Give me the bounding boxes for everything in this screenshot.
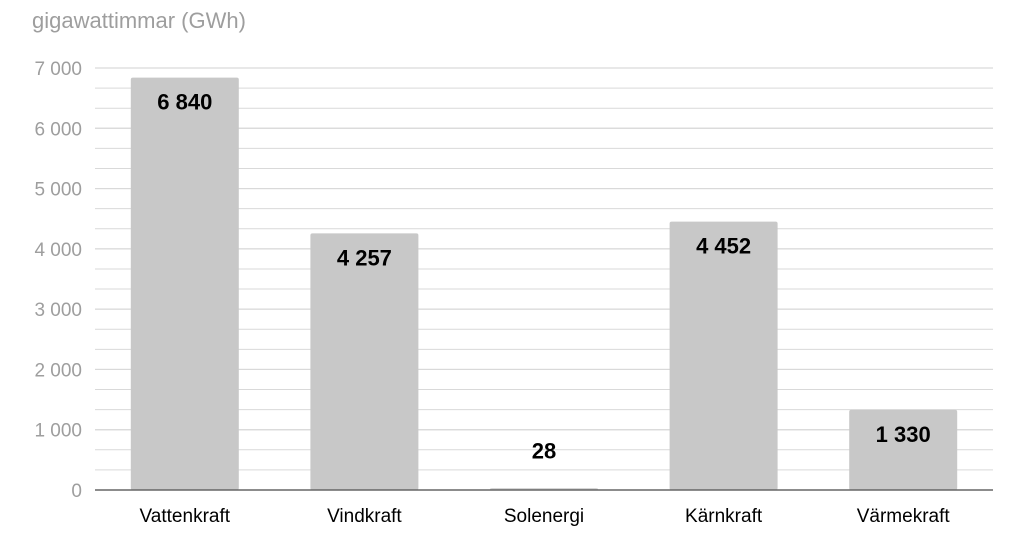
- x-category-label: Vindkraft: [327, 506, 402, 527]
- y-tick-label: 7 000: [34, 59, 82, 80]
- x-category-label: Kärnkraft: [685, 506, 763, 527]
- y-tick-label: 4 000: [34, 240, 82, 261]
- bar-data-label: 6 840: [157, 90, 212, 115]
- y-tick-label: 2 000: [34, 360, 82, 381]
- x-category-label: Solenergi: [504, 506, 584, 527]
- y-tick-label: 6 000: [34, 119, 82, 140]
- bar-data-label: 1 330: [876, 422, 931, 447]
- bar: [849, 409, 958, 490]
- bar-data-label: 28: [532, 438, 556, 463]
- x-category-label: Värmekraft: [857, 506, 951, 527]
- y-tick-label: 3 000: [34, 300, 82, 321]
- y-tick-label: 0: [71, 481, 82, 502]
- x-category-label: Vattenkraft: [140, 506, 231, 527]
- y-tick-label: 1 000: [34, 421, 82, 442]
- bar-data-label: 4 452: [696, 234, 751, 259]
- bar: [310, 233, 419, 490]
- bar-data-label: 4 257: [337, 245, 392, 270]
- bar: [669, 221, 778, 490]
- y-tick-label: 5 000: [34, 180, 82, 201]
- y-axis-unit-label: gigawattimmar (GWh): [32, 8, 246, 33]
- bar: [130, 77, 239, 490]
